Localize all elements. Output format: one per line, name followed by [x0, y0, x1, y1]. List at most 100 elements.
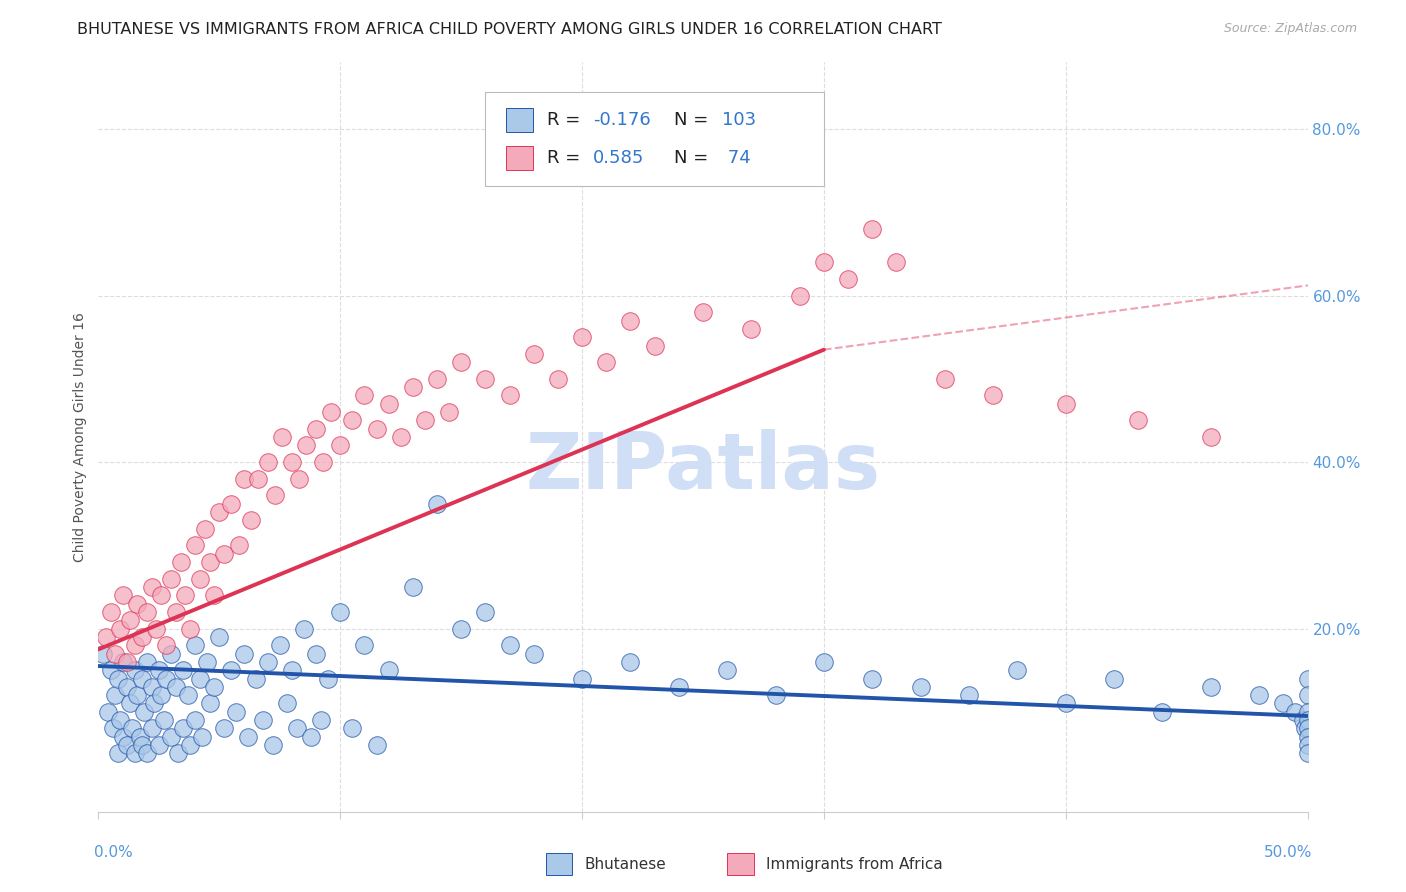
Point: [426, 497, 449, 511]
Point: [124, 663, 146, 677]
Point: [131, 738, 153, 752]
Point: [353, 388, 375, 402]
Point: [692, 305, 714, 319]
Point: [121, 722, 143, 736]
Point: [127, 688, 149, 702]
Point: [160, 647, 183, 661]
Point: [117, 680, 139, 694]
Point: [141, 722, 163, 736]
Point: [247, 472, 270, 486]
Point: [118, 613, 141, 627]
Point: [111, 588, 134, 602]
Point: [1294, 722, 1316, 736]
Point: [285, 722, 308, 736]
Point: [668, 680, 690, 694]
Point: [169, 555, 191, 569]
Bar: [727, 853, 754, 875]
Point: [188, 572, 211, 586]
Point: [225, 705, 247, 719]
Point: [342, 722, 364, 736]
Point: [288, 472, 311, 486]
Text: N =: N =: [673, 112, 714, 129]
Point: [1296, 730, 1319, 744]
Point: [184, 713, 207, 727]
Point: [271, 430, 294, 444]
Point: [305, 647, 328, 661]
Point: [165, 680, 187, 694]
Point: [174, 588, 197, 602]
Point: [232, 647, 254, 661]
Point: [232, 472, 254, 486]
Point: [813, 655, 835, 669]
Point: [179, 738, 201, 752]
Point: [124, 638, 146, 652]
Point: [208, 505, 231, 519]
Point: [228, 538, 250, 552]
Point: [1272, 697, 1295, 711]
Point: [252, 713, 274, 727]
Point: [547, 372, 569, 386]
Point: [184, 638, 207, 652]
Text: R =: R =: [547, 149, 586, 167]
Point: [1054, 697, 1077, 711]
Point: [292, 622, 315, 636]
Text: Immigrants from Africa: Immigrants from Africa: [766, 856, 942, 871]
Point: [256, 655, 278, 669]
Point: [765, 688, 787, 702]
Point: [1152, 705, 1174, 719]
Point: [1007, 663, 1029, 677]
Point: [117, 738, 139, 752]
Point: [342, 413, 364, 427]
Point: [1054, 397, 1077, 411]
Point: [860, 672, 883, 686]
Point: [135, 605, 157, 619]
Text: Source: ZipAtlas.com: Source: ZipAtlas.com: [1223, 22, 1357, 36]
Point: [167, 747, 190, 761]
Point: [191, 730, 214, 744]
Point: [108, 713, 131, 727]
Point: [329, 438, 352, 452]
Point: [111, 655, 134, 669]
Point: [595, 355, 617, 369]
Point: [212, 722, 235, 736]
Text: 74: 74: [723, 149, 751, 167]
Point: [134, 705, 156, 719]
Point: [131, 630, 153, 644]
Point: [309, 713, 332, 727]
Point: [97, 705, 120, 719]
Point: [100, 605, 122, 619]
Point: [329, 605, 352, 619]
Text: N =: N =: [673, 149, 714, 167]
Point: [860, 222, 883, 236]
Point: [1249, 688, 1271, 702]
Point: [981, 388, 1004, 402]
Point: [128, 730, 150, 744]
Bar: [546, 853, 572, 875]
Point: [94, 630, 117, 644]
Point: [740, 322, 762, 336]
Point: [195, 655, 218, 669]
Point: [238, 730, 260, 744]
Point: [1296, 738, 1319, 752]
Point: [124, 747, 146, 761]
Point: [150, 588, 173, 602]
Point: [208, 630, 231, 644]
Point: [644, 338, 666, 352]
FancyBboxPatch shape: [485, 93, 824, 186]
Point: [204, 680, 226, 694]
Point: [131, 672, 153, 686]
Point: [245, 672, 267, 686]
Text: Bhutanese: Bhutanese: [585, 856, 666, 871]
Point: [177, 688, 200, 702]
Point: [91, 647, 114, 661]
Point: [165, 605, 187, 619]
Point: [957, 688, 980, 702]
Text: R =: R =: [547, 112, 586, 129]
Point: [155, 638, 177, 652]
Text: -0.176: -0.176: [593, 112, 651, 129]
Point: [366, 738, 388, 752]
Point: [1296, 672, 1319, 686]
Point: [1296, 705, 1319, 719]
Bar: [506, 108, 533, 132]
Point: [118, 697, 141, 711]
